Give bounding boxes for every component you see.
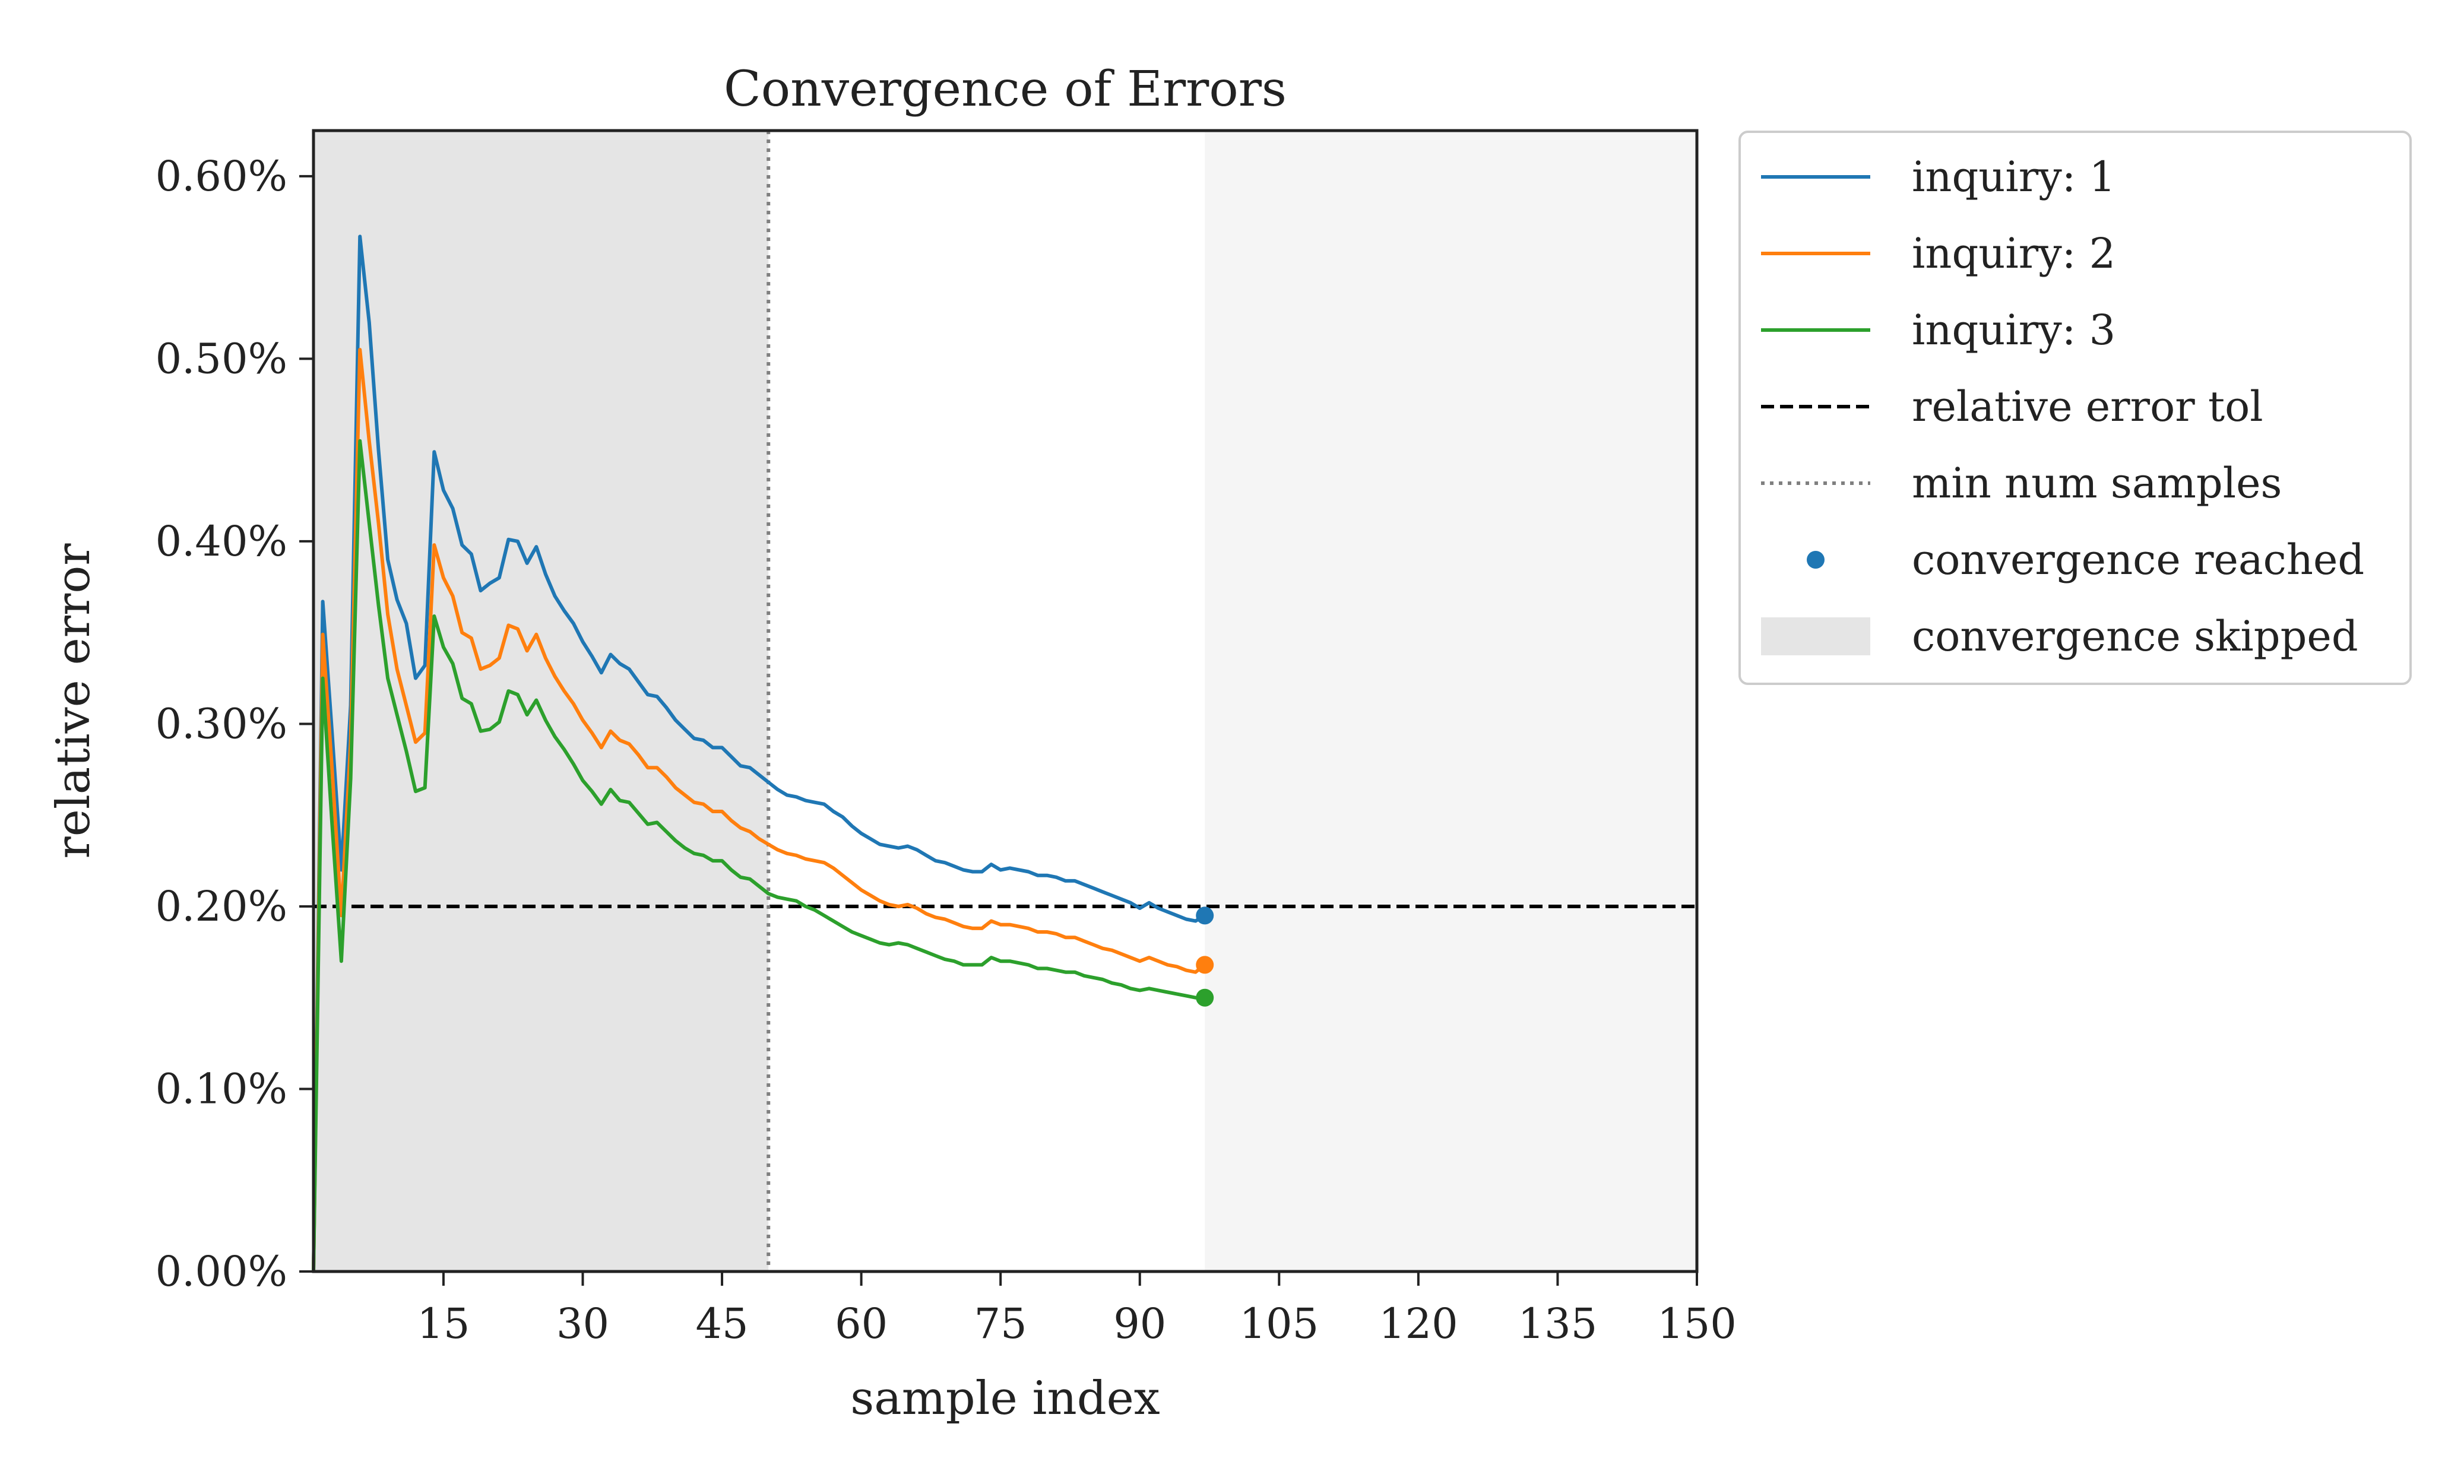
convergence-marker-inquiry-2 xyxy=(1196,956,1214,974)
x-tick-label: 30 xyxy=(556,1299,609,1348)
plot-frame xyxy=(312,129,1699,1273)
series-line-inquiry-2 xyxy=(312,348,1206,1272)
legend-handle-patch xyxy=(1761,617,1870,655)
series-line-inquiry-3 xyxy=(312,439,1205,1272)
y-axis: 0.00% 0.10% 0.20% 0.30% 0.40% 0.50% 0.60% xyxy=(156,152,313,1296)
y-axis-title: relative error xyxy=(47,543,100,859)
x-tick-label: 15 xyxy=(417,1299,470,1348)
x-tick-label: 60 xyxy=(835,1299,888,1348)
legend-box xyxy=(1738,131,2412,685)
y-tick-label: 0.10% xyxy=(156,1064,287,1113)
convergence-marker-inquiry-3 xyxy=(1196,988,1214,1007)
y-tick-label: 0.40% xyxy=(156,517,287,566)
convergence-markers xyxy=(1196,906,1214,1007)
legend-label: convergence skipped xyxy=(1912,612,2358,661)
x-tick-label: 135 xyxy=(1518,1299,1598,1348)
y-tick-label: 0.30% xyxy=(156,699,287,748)
x-tick-label: 75 xyxy=(974,1299,1027,1348)
legend-label: inquiry: 3 xyxy=(1912,306,2115,354)
y-tick-label: 0.60% xyxy=(156,152,287,201)
legend: inquiry: 1 inquiry: 2 inquiry: 3 relative e… xyxy=(1738,131,2412,685)
y-tick-label: 0.00% xyxy=(156,1247,287,1296)
legend-label: min num samples xyxy=(1912,459,2282,508)
post-convergence-region xyxy=(1205,131,1697,1271)
legend-label: inquiry: 1 xyxy=(1912,153,2115,201)
series-lines xyxy=(312,234,1206,1272)
convergence-marker-inquiry-1 xyxy=(1196,906,1214,925)
x-axis: 15 30 45 60 75 90 105 120 135 150 xyxy=(417,1271,1737,1348)
x-tick-label: 45 xyxy=(696,1299,749,1348)
x-tick-label: 120 xyxy=(1379,1299,1458,1348)
series-line-inquiry-1 xyxy=(312,234,1206,1272)
y-tick-label: 0.20% xyxy=(156,882,287,931)
x-axis-title: sample index xyxy=(850,1372,1160,1425)
legend-label: relative error tol xyxy=(1912,382,2263,431)
x-tick-label: 90 xyxy=(1113,1299,1166,1348)
reference-lines xyxy=(313,131,1697,1271)
background-regions xyxy=(313,131,1697,1271)
convergence-skipped-region xyxy=(313,131,769,1271)
y-tick-label: 0.50% xyxy=(156,334,287,383)
x-tick-label: 150 xyxy=(1657,1299,1737,1348)
legend-handle-marker xyxy=(1807,551,1825,569)
legend-label: inquiry: 2 xyxy=(1912,229,2115,278)
chart-title: Convergence of Errors xyxy=(724,61,1287,118)
x-tick-label: 105 xyxy=(1240,1299,1319,1348)
legend-label: convergence reached xyxy=(1912,535,2364,584)
